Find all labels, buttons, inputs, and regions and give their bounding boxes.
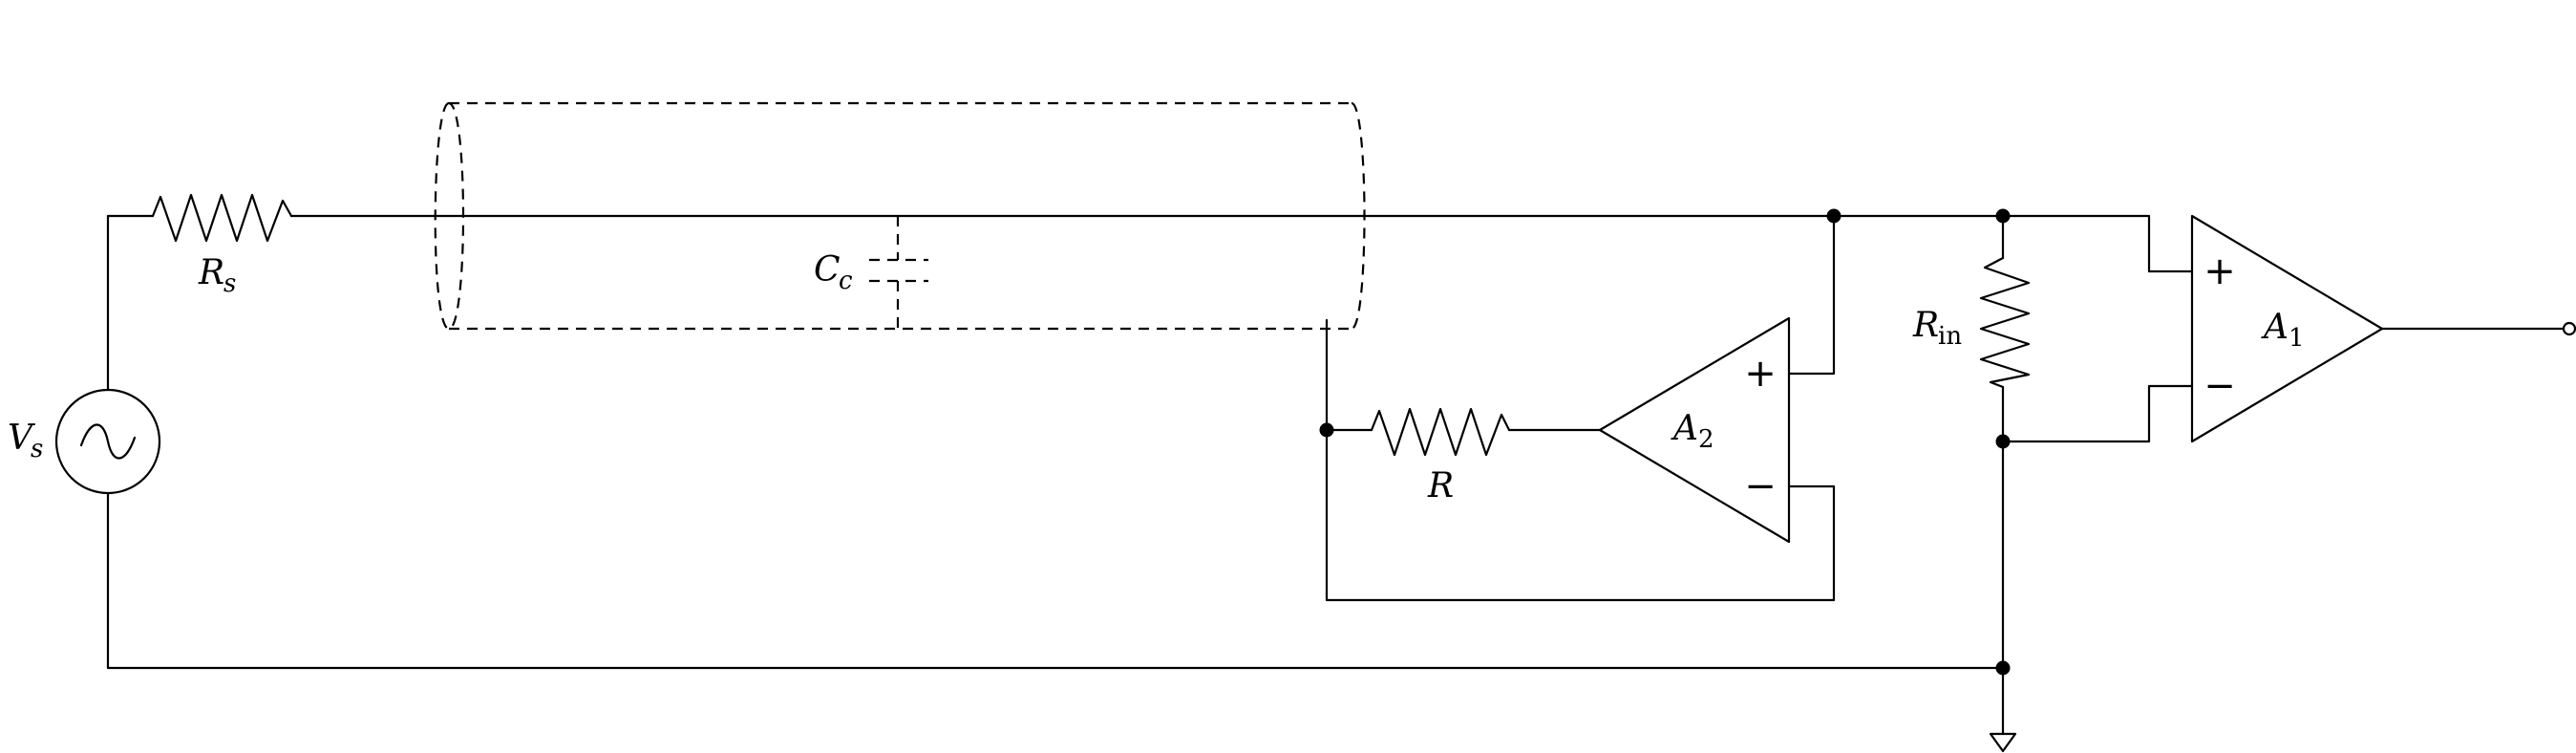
- junction-shield: [1319, 422, 1334, 438]
- ground-icon: [1989, 732, 2017, 753]
- wire-top-rail: [289, 214, 2194, 273]
- a1-label-sub: 1: [2289, 324, 2305, 353]
- r-label: R: [1427, 466, 1454, 506]
- a1-label: A: [2261, 308, 2289, 347]
- resistor-rs: R s: [151, 193, 293, 298]
- cable-shield: [434, 101, 1366, 331]
- ac-source-vs: V s: [8, 388, 161, 495]
- wire-source-top: [106, 214, 155, 392]
- output-terminal: [2562, 321, 2576, 336]
- capacitor-cc: C c: [814, 216, 928, 329]
- cc-label: C: [814, 250, 841, 290]
- a2-label-sub: 2: [1698, 425, 1714, 454]
- a2-minus-sign: −: [1744, 464, 1777, 508]
- wire-bottom-rail: [106, 492, 2005, 670]
- shield-left-end: [434, 101, 465, 331]
- rin-label: R: [1912, 306, 1939, 345]
- resistor-rin: R in: [1912, 256, 2031, 389]
- a2-label: A: [1671, 409, 1698, 448]
- rs-label: R: [198, 253, 224, 292]
- opamp-a1: + − A 1: [2190, 214, 2384, 443]
- junction-dots: [1319, 208, 2011, 676]
- vs-label: V: [8, 419, 36, 458]
- sine-wave-icon: [79, 423, 137, 460]
- a1-minus-sign: −: [2203, 364, 2236, 408]
- resistor-r: R: [1370, 407, 1511, 506]
- rs-label-sub: s: [224, 269, 236, 298]
- cc-label-sub: c: [839, 267, 853, 295]
- junction-a2-plus: [1826, 208, 1842, 224]
- junction-rin-top: [1995, 208, 2011, 224]
- wires: [106, 214, 2565, 736]
- wire-a2-minus-loop: [1325, 428, 1836, 602]
- wire-a2-plus: [1787, 214, 1836, 376]
- vs-label-sub: s: [31, 435, 43, 463]
- wire-rin-bottom: [2001, 384, 2194, 443]
- junction-rin-bottom: [1995, 434, 2011, 449]
- rin-label-sub: in: [1938, 322, 1962, 351]
- shield-right-end: [1350, 101, 1366, 331]
- opamp-a2: + − A 2: [1598, 316, 1791, 544]
- a2-plus-sign: +: [1744, 352, 1777, 396]
- junction-ground: [1995, 660, 2011, 676]
- a1-plus-sign: +: [2203, 249, 2236, 293]
